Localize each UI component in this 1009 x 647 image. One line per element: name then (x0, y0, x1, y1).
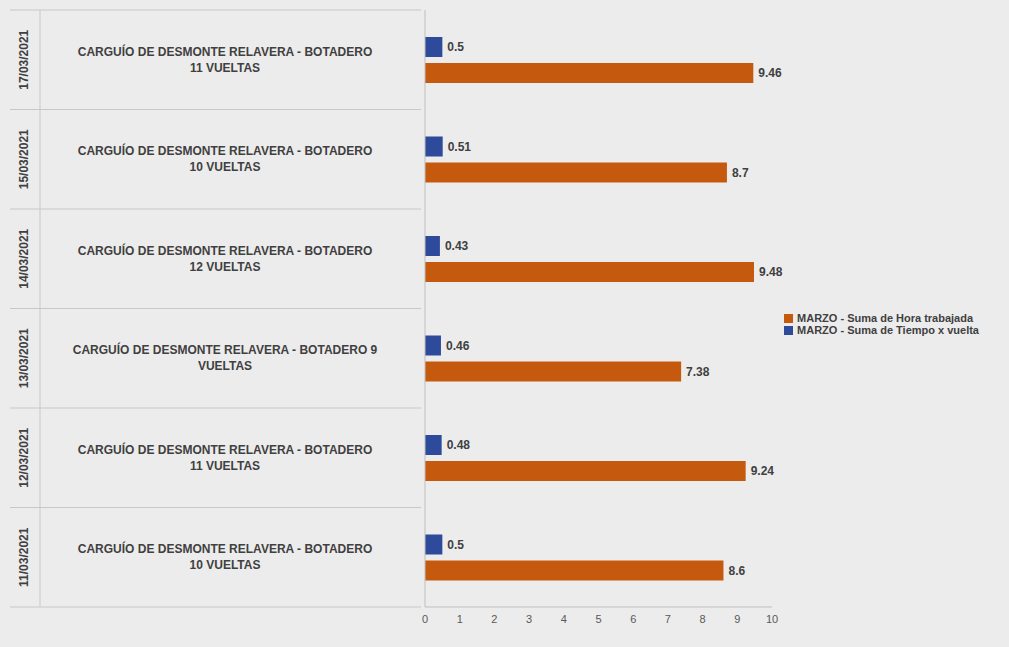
svg-text:9.24: 9.24 (751, 464, 775, 478)
svg-text:5: 5 (595, 613, 601, 625)
svg-text:0.48: 0.48 (447, 438, 471, 452)
svg-text:6: 6 (630, 613, 636, 625)
svg-text:CARGUÍO DE DESMONTE RELAVERA -: CARGUÍO DE DESMONTE RELAVERA - BOTADERO … (73, 342, 378, 373)
svg-text:0.43: 0.43 (445, 239, 469, 253)
svg-text:17/03/2021: 17/03/2021 (17, 29, 31, 89)
svg-text:7: 7 (665, 613, 671, 625)
svg-text:0.5: 0.5 (447, 40, 464, 54)
svg-text:8.7: 8.7 (732, 166, 749, 180)
svg-text:CARGUÍO DE DESMONTE RELAVERA -: CARGUÍO DE DESMONTE RELAVERA - BOTADERO1… (78, 243, 372, 274)
svg-text:9.48: 9.48 (759, 265, 783, 279)
svg-text:8: 8 (700, 613, 706, 625)
svg-text:0.5: 0.5 (447, 538, 464, 552)
svg-text:7.38: 7.38 (686, 365, 710, 379)
svg-text:0.46: 0.46 (446, 339, 470, 353)
svg-text:13/03/2021: 13/03/2021 (17, 328, 31, 388)
svg-text:12/03/2021: 12/03/2021 (17, 427, 31, 487)
svg-text:CARGUÍO DE DESMONTE RELAVERA -: CARGUÍO DE DESMONTE RELAVERA - BOTADERO1… (78, 541, 372, 572)
svg-text:4: 4 (561, 613, 567, 625)
svg-text:3: 3 (526, 613, 532, 625)
svg-text:10: 10 (766, 613, 778, 625)
svg-text:CARGUÍO DE DESMONTE RELAVERA -: CARGUÍO DE DESMONTE RELAVERA - BOTADERO1… (78, 44, 372, 75)
html-text:MARZO - Suma de Tiempo x vuelt: MARZO - Suma de Tiempo x vuelta (797, 323, 979, 336)
html-text:MARZO - Suma de Hora trabajada: MARZO - Suma de Hora trabajada (797, 311, 974, 324)
svg-text:1: 1 (457, 613, 463, 625)
svg-text:2: 2 (491, 613, 497, 625)
svg-text:9.46: 9.46 (758, 66, 782, 80)
svg-text:11/03/2021: 11/03/2021 (17, 527, 31, 587)
svg-text:CARGUÍO DE DESMONTE RELAVERA -: CARGUÍO DE DESMONTE RELAVERA - BOTADERO1… (78, 143, 372, 174)
svg-text:CARGUÍO DE DESMONTE RELAVERA -: CARGUÍO DE DESMONTE RELAVERA - BOTADERO1… (78, 442, 372, 473)
svg-text:0.51: 0.51 (448, 140, 472, 154)
svg-text:9: 9 (734, 613, 740, 625)
svg-text:15/03/2021: 15/03/2021 (17, 129, 31, 189)
svg-text:14/03/2021: 14/03/2021 (17, 228, 31, 288)
svg-text:0: 0 (422, 613, 428, 625)
svg-text:8.6: 8.6 (728, 564, 745, 578)
